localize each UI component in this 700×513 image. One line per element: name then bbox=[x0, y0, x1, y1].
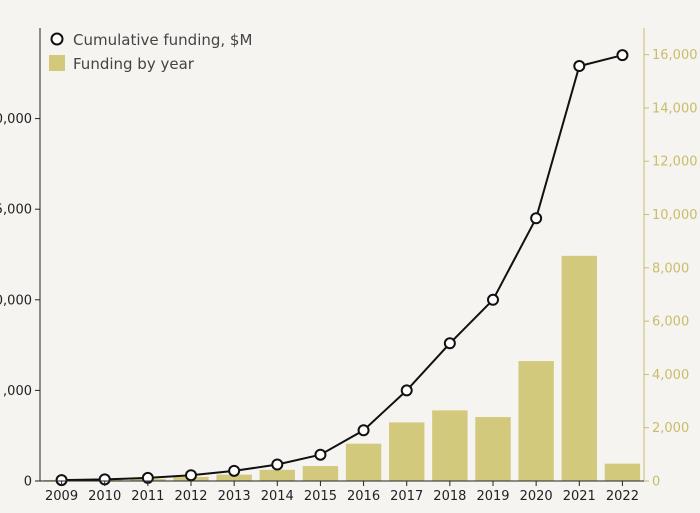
x-tick-label-2020: 2020 bbox=[520, 489, 553, 504]
right-tick-label-10000: 10,000 bbox=[652, 208, 698, 223]
right-tick-label-8000: 8,000 bbox=[652, 261, 689, 276]
left-tick-label-20000: 0,000 bbox=[0, 112, 32, 127]
point-2018 bbox=[443, 337, 456, 350]
right-tick-label-16000: 16,000 bbox=[652, 48, 698, 63]
point-2016 bbox=[357, 424, 370, 437]
point-2019 bbox=[487, 293, 499, 306]
x-tick-label-2017: 2017 bbox=[390, 489, 423, 504]
x-tick-label-2013: 2013 bbox=[218, 489, 251, 504]
bar-2015 bbox=[302, 466, 339, 481]
point-2012 bbox=[185, 469, 197, 482]
left-tick-label-15000: 5,000 bbox=[0, 203, 32, 218]
legend: Cumulative funding, $M Funding by year bbox=[49, 31, 252, 73]
x-tick-label-2011: 2011 bbox=[131, 489, 164, 504]
point-2021 bbox=[573, 60, 586, 73]
right-tick-label-14000: 14,000 bbox=[652, 101, 698, 116]
right-tick-label-4000: 4,000 bbox=[652, 368, 689, 383]
bar-2021 bbox=[561, 255, 597, 481]
bar-2019 bbox=[475, 417, 511, 481]
legend-label-cumulative: Cumulative funding, $M bbox=[73, 31, 252, 49]
x-tick-label-2018: 2018 bbox=[433, 489, 466, 504]
left-tick-label-0: 0 bbox=[24, 475, 32, 490]
right-tick-label-6000: 6,000 bbox=[652, 315, 689, 330]
legend-line-marker bbox=[50, 32, 64, 46]
right-tick-label-12000: 12,000 bbox=[652, 155, 698, 170]
bar-2022 bbox=[604, 463, 641, 481]
bar-2013 bbox=[216, 474, 252, 481]
point-2022 bbox=[616, 49, 629, 62]
bar-2014 bbox=[259, 469, 295, 481]
bar-2017 bbox=[389, 422, 425, 481]
legend-label-by-year: Funding by year bbox=[73, 55, 195, 73]
left-tick-label-5000: ,000 bbox=[3, 384, 32, 399]
x-tick-label-2021: 2021 bbox=[563, 489, 596, 504]
x-tick-label-2009: 2009 bbox=[45, 489, 78, 504]
x-tick-label-2016: 2016 bbox=[347, 489, 380, 504]
bar-2020 bbox=[518, 361, 554, 481]
bar-2016 bbox=[345, 443, 382, 481]
bar-2018 bbox=[432, 410, 468, 481]
x-tick-label-2014: 2014 bbox=[261, 489, 294, 504]
point-2020 bbox=[530, 212, 543, 225]
point-2015 bbox=[314, 448, 327, 461]
x-tick-label-2015: 2015 bbox=[304, 489, 337, 504]
right-tick-label-0: 0 bbox=[652, 475, 660, 490]
point-2017 bbox=[400, 384, 413, 397]
x-tick-label-2022: 2022 bbox=[606, 489, 639, 504]
legend-bar-swatch bbox=[49, 55, 65, 71]
point-2013 bbox=[228, 464, 241, 477]
point-2014 bbox=[271, 458, 284, 471]
right-tick-label-2000: 2,000 bbox=[652, 421, 689, 436]
cumulative-line bbox=[61, 54, 623, 482]
x-tick-label-2010: 2010 bbox=[88, 489, 121, 504]
x-tick-label-2019: 2019 bbox=[476, 489, 509, 504]
left-tick-label-10000: 0,000 bbox=[0, 293, 32, 308]
x-tick-label-2012: 2012 bbox=[174, 489, 207, 504]
